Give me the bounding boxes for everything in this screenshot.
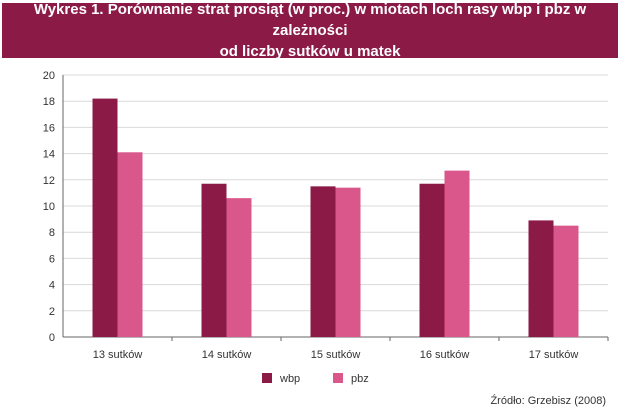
- y-tick-label: 16: [43, 122, 55, 134]
- bar-pbz: [335, 187, 361, 337]
- label-layer: 0 2 4 6 8 10 12 14 16 18 20 13 sutków 14 sutków 15 su…: [43, 70, 579, 361]
- bar-wbp: [419, 183, 445, 337]
- bar-pbz: [117, 152, 143, 337]
- y-tick-label: 18: [43, 96, 55, 108]
- x-category-label: 13 sutków: [93, 349, 143, 361]
- bar-pbz: [226, 198, 252, 337]
- y-tick-label: 0: [49, 332, 55, 344]
- bar-wbp: [201, 183, 227, 337]
- x-category-label: 17 sutków: [529, 349, 579, 361]
- legend-label-wbp: wbp: [279, 373, 300, 385]
- bar-layer: [92, 98, 579, 337]
- legend: wbp pbz: [262, 373, 369, 385]
- y-tick-label: 2: [49, 306, 55, 318]
- x-category-label: 14 sutków: [202, 349, 252, 361]
- y-tick-label: 10: [43, 201, 55, 213]
- legend-swatch-wbp: [262, 373, 272, 383]
- bar-pbz: [553, 225, 579, 337]
- legend-label-pbz: pbz: [351, 373, 369, 385]
- source-note: Źródło: Grzebisz (2008): [490, 395, 606, 407]
- bar-wbp: [528, 220, 554, 337]
- y-tick-label: 8: [49, 227, 55, 239]
- y-tick-label: 4: [49, 280, 55, 292]
- chart-title-bar: Wykres 1. Porównanie strat prosiąt (w pr…: [2, 1, 618, 60]
- chart-title-line2: od liczby sutków u matek: [219, 43, 401, 60]
- chart-title-line1: Wykres 1. Porównanie strat prosiąt (w pr…: [33, 1, 587, 39]
- y-tick-label: 6: [49, 253, 55, 265]
- y-tick-label: 14: [43, 149, 55, 161]
- bar-wbp: [92, 98, 118, 337]
- x-category-label: 15 sutków: [311, 349, 361, 361]
- y-tick-label: 20: [43, 70, 55, 82]
- y-tick-label: 12: [43, 175, 55, 187]
- x-category-label: 16 sutków: [420, 349, 470, 361]
- legend-swatch-pbz: [333, 373, 343, 383]
- bar-wbp: [310, 186, 336, 337]
- bar-pbz: [444, 170, 470, 337]
